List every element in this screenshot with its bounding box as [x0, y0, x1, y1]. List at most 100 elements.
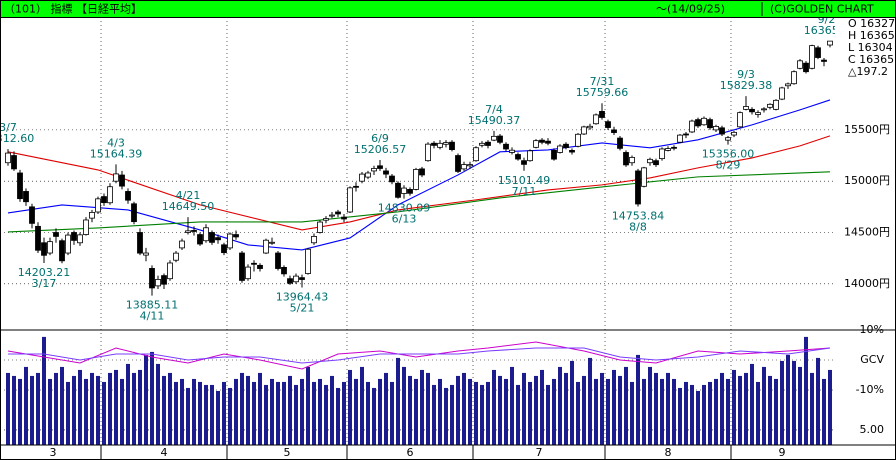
candle-body [455, 155, 461, 172]
candle-body [611, 129, 617, 133]
candle-body [323, 218, 329, 221]
annotation-price: 15356.00 [702, 148, 755, 161]
candle-body [227, 233, 233, 249]
candle-body [503, 143, 509, 150]
volume-bar [180, 378, 184, 445]
volume-tick-label: 5.00 [860, 423, 885, 436]
volume-bar [516, 384, 520, 445]
candle-body [209, 232, 215, 243]
volume-bar [66, 381, 70, 445]
volume-bar [732, 369, 736, 445]
candle-body [359, 173, 365, 182]
candle-body [809, 45, 815, 69]
osc-tick-label: GCV [860, 353, 884, 366]
volume-bar [774, 378, 778, 445]
candle-body [197, 234, 203, 245]
volume-bar [636, 354, 640, 445]
volume-bar [192, 378, 196, 445]
volume-bar [240, 372, 244, 445]
candle-body [65, 234, 71, 254]
volume-bar [570, 360, 574, 445]
candle-body [431, 142, 437, 146]
volume-bar [288, 375, 292, 445]
annotation-date: 7/4 [485, 103, 503, 116]
volume-bar [24, 366, 28, 445]
volume-bar [372, 387, 376, 445]
candle-body [353, 185, 359, 188]
credit: (C)GOLDEN CHART [770, 3, 874, 16]
volume-bar [210, 384, 214, 445]
candle-body [713, 125, 719, 131]
candle-body [773, 99, 779, 110]
candle-body [155, 279, 161, 287]
volume-bar [306, 366, 310, 445]
volume-bar [522, 372, 526, 445]
volume-bar [258, 372, 262, 445]
volume-bar [492, 369, 496, 445]
candle-body [467, 164, 473, 167]
annotation-date: 5/21 [290, 301, 315, 314]
candle-body [401, 187, 407, 194]
candle-body [365, 172, 371, 178]
volume-bar [72, 375, 76, 445]
candle-body [179, 240, 185, 249]
volume-bar [324, 384, 328, 445]
volume-bar [102, 381, 106, 445]
volume-bar [486, 381, 490, 445]
volume-bar [408, 375, 412, 445]
volume-bar [432, 384, 436, 445]
volume-bar [126, 363, 130, 445]
candle-body [545, 140, 551, 144]
candle-body [347, 187, 353, 213]
x-tick-label: 6 [407, 446, 414, 459]
ohlc-value: L 16304 [848, 41, 893, 54]
candle-body [653, 160, 659, 166]
candle-body [593, 114, 599, 125]
moving-average [7, 171, 831, 233]
volume-bar [342, 381, 346, 445]
candle-body [257, 264, 263, 269]
candle-body [815, 47, 821, 58]
volume-bar [348, 369, 352, 445]
volume-bar [252, 381, 256, 445]
volume-bar [162, 375, 166, 445]
volume-bar [300, 378, 304, 445]
candle-body [35, 225, 41, 251]
chart-title: （101） 指標 【日経平均】 [4, 2, 142, 16]
volume-bar [618, 375, 622, 445]
candle-body [203, 227, 209, 242]
annotation-price: 14203.21 [18, 266, 71, 279]
candle-body [113, 173, 119, 182]
candle-body [563, 143, 569, 148]
volume-bar [276, 381, 280, 445]
volume-bar [630, 381, 634, 445]
volume-bar [414, 378, 418, 445]
y-tick-label: 14500円 [844, 226, 890, 239]
annotation-date: 3/7 [0, 121, 17, 134]
candle-body [383, 170, 389, 175]
annotation-price: 13964.43 [276, 290, 329, 303]
annotation-price: 15206.57 [354, 143, 407, 156]
volume-bar [762, 366, 766, 445]
volume-bar [558, 366, 562, 445]
candle-body [623, 152, 629, 166]
candle-body [389, 175, 395, 183]
annotation-price: 15759.66 [576, 86, 629, 99]
candle-body [587, 125, 593, 129]
volume-bar [690, 384, 694, 445]
volume-bar [702, 384, 706, 445]
volume-bar [804, 336, 808, 445]
candle-body [263, 239, 269, 254]
oscillator-line [8, 347, 831, 364]
candle-body [311, 236, 317, 244]
volume-bar [792, 360, 796, 445]
candle-body [749, 108, 755, 113]
candle-body [239, 252, 245, 281]
annotation-date: 8/8 [629, 220, 647, 233]
candle-body [707, 119, 713, 129]
candle-body [281, 266, 287, 275]
x-tick-label: 3 [50, 446, 57, 459]
volume-bar [606, 378, 610, 445]
candle-body [797, 60, 803, 69]
